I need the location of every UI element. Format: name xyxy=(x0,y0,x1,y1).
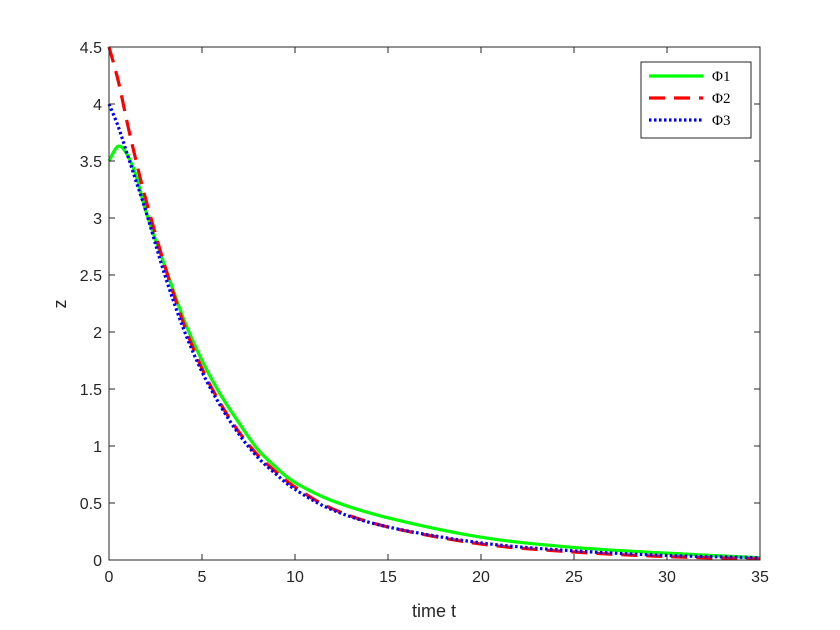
y-tick-label: 1 xyxy=(93,439,102,456)
y-tick-label: 0 xyxy=(93,553,102,570)
legend: Φ1 Φ2 Φ3 xyxy=(640,61,752,139)
x-axis-label: time t xyxy=(412,601,456,621)
legend-box xyxy=(640,61,752,139)
y-tick-label: 4.5 xyxy=(80,40,102,57)
series-line-phi3 xyxy=(107,103,761,560)
y-tick-label: 4 xyxy=(93,97,102,114)
y-tick-label: 2.5 xyxy=(80,268,102,285)
legend-label-phi1: Φ1 xyxy=(712,69,730,85)
x-tick-label: 10 xyxy=(286,569,304,586)
series-layer xyxy=(107,46,761,561)
legend-label-phi3: Φ3 xyxy=(712,113,730,129)
x-tick-label: 30 xyxy=(658,569,676,586)
x-tick-label: 0 xyxy=(105,569,114,586)
x-tick-label: 25 xyxy=(565,569,583,586)
y-tick-label: 1.5 xyxy=(80,382,102,399)
legend-label-phi2: Φ2 xyxy=(712,91,730,107)
x-tick-label: 20 xyxy=(472,569,490,586)
y-tick-label: 0.5 xyxy=(80,496,102,513)
y-tick-label: 3 xyxy=(93,211,102,228)
plot-frame xyxy=(108,46,761,561)
x-tick-label: 15 xyxy=(379,569,397,586)
y-axis: 0 0.5 1 1.5 2 2.5 3 3.5 4 4.5 xyxy=(80,40,760,570)
y-tick-label: 3.5 xyxy=(80,154,102,171)
x-tick-label: 5 xyxy=(198,569,207,586)
y-tick-label: 2 xyxy=(93,325,102,342)
series-line-phi1 xyxy=(107,144,761,560)
y-axis-label: z xyxy=(50,300,70,309)
x-tick-label: 35 xyxy=(751,569,769,586)
x-axis: 0 5 10 15 20 25 30 35 xyxy=(105,47,769,586)
